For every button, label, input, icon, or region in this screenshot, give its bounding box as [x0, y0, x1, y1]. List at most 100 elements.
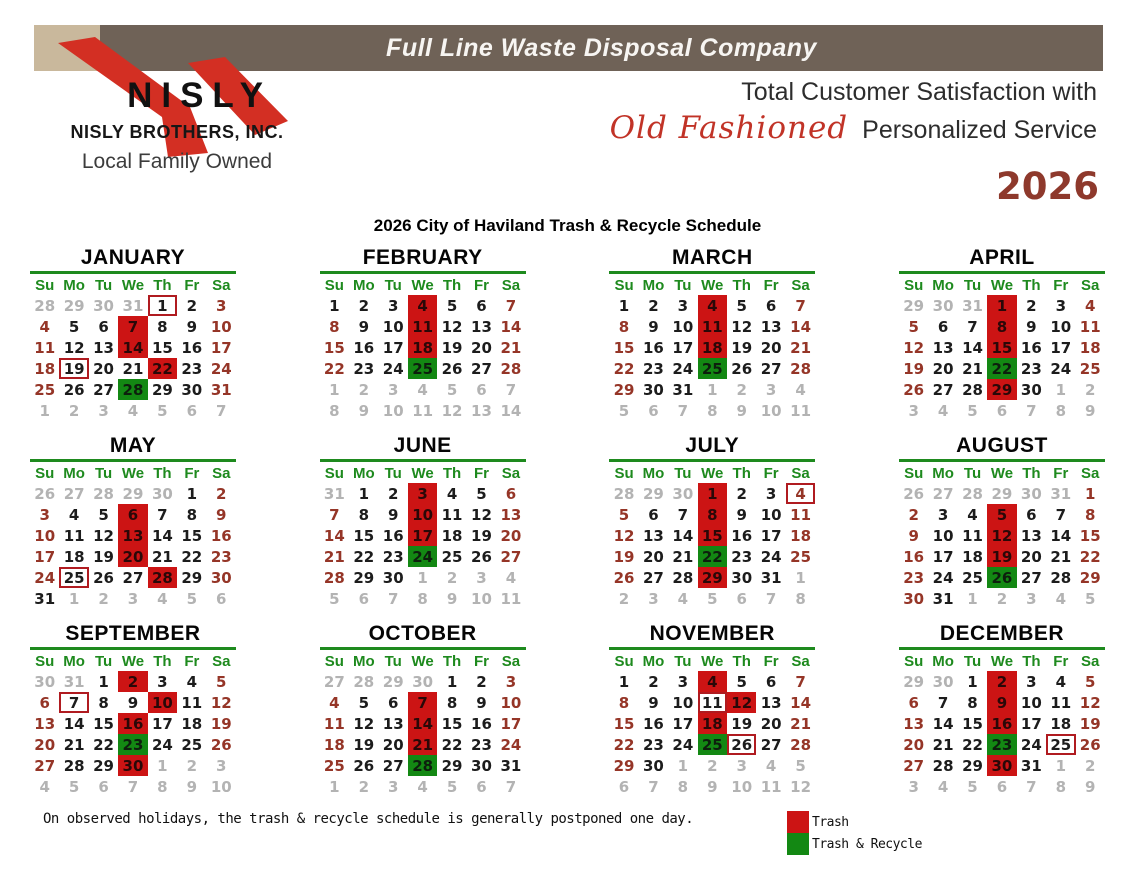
weekday-header: Sa	[212, 652, 231, 670]
day-cell: 11	[412, 401, 434, 420]
week-row: 11 12 13 14 15 16 17	[320, 713, 526, 734]
day-cell: 18	[1079, 338, 1101, 357]
week-row: 6 7 8 9 10 11 12	[609, 776, 815, 797]
day-cell: 17	[932, 547, 954, 566]
week-row: 24 25 26 27 28 29 30	[30, 567, 236, 588]
day-cell: 30	[1020, 380, 1042, 399]
day-cell: 21	[1050, 547, 1072, 566]
weekday-header: Fr	[184, 276, 200, 294]
week-row: 8 9 10 11 12 13 14	[609, 316, 815, 337]
logo-tagline: Local Family Owned	[81, 150, 273, 173]
day-cell: 19	[93, 547, 114, 566]
day-cell: 8	[186, 505, 198, 524]
month-calendar: Su Mo Tu We Th Fr Sa 26 27 28 29 30 1 2 3 4 5 6 7 8 9 10 11 12 1…	[30, 463, 236, 609]
day-cell: 7	[329, 505, 340, 524]
day-cell: 8	[157, 317, 168, 336]
weekday-header: Su	[35, 652, 55, 670]
weekday-header: Mo	[63, 464, 85, 482]
week-row: 26 27 28 29 30 1 2	[30, 483, 236, 504]
day-cell: 27	[471, 359, 492, 378]
week-row: 5 6 7 8 9 10 11	[899, 316, 1105, 337]
day-cell: 1	[68, 589, 80, 608]
day-cell: 27	[760, 735, 782, 754]
day-cell: 6	[908, 693, 919, 712]
day-cell: 7	[677, 401, 689, 420]
month-title: NOVEMBER	[609, 622, 816, 650]
week-row: 29 30 1 2 3 4 5	[609, 755, 815, 776]
day-cell: 19	[731, 338, 753, 357]
day-cell: 1	[1055, 380, 1066, 399]
day-cell: 4	[39, 317, 50, 336]
day-cell: 4	[407, 295, 438, 316]
day-cell: 1	[98, 672, 109, 691]
day-cell: 28	[407, 755, 438, 776]
weekday-header: Th	[732, 464, 751, 482]
month-calendar: Su Mo Tu We Th Fr Sa 27 28 29 30 1 2 3 4 5 6 7 8 9 10 11 12 13 1…	[320, 651, 526, 797]
day-cell: 5	[446, 380, 458, 399]
day-cell: 2	[446, 568, 458, 587]
day-cell: 16	[210, 526, 232, 545]
day-cell: 21	[500, 338, 522, 357]
day-cell: 7	[127, 777, 139, 796]
day-cell: 21	[790, 338, 812, 357]
day-cell: 13	[118, 525, 148, 546]
day-cell: 23	[987, 734, 1017, 755]
day-cell: 5	[736, 296, 747, 315]
day-cell: 23	[382, 547, 404, 566]
day-cell: 18	[697, 337, 727, 358]
day-cell: 15	[323, 338, 345, 357]
day-cell: 21	[672, 547, 694, 566]
day-cell: 19	[210, 714, 232, 733]
day-cell: 5	[987, 504, 1017, 525]
day-cell: 3	[1026, 589, 1037, 608]
day-cell: 3	[908, 777, 919, 796]
day-cell: 18	[697, 713, 727, 734]
day-cell: 30	[672, 484, 694, 503]
day-cell: 4	[329, 693, 340, 712]
day-cell: 1	[329, 777, 340, 796]
day-cell: 21	[932, 735, 954, 754]
day-cell: 9	[908, 526, 919, 545]
weekday-header: Fr	[473, 652, 489, 670]
day-cell: 24	[382, 359, 404, 378]
day-cell: 29	[151, 380, 173, 399]
day-cell: 3	[937, 505, 949, 524]
day-cell: 30	[471, 756, 492, 775]
day-cell: 17	[151, 714, 173, 733]
day-cell: 15	[613, 714, 635, 733]
month-calendar: Su Mo Tu We Th Fr Sa 28 29 30 1 2 3 4 5 6 7 8 9 10 11 12 13 14 1…	[609, 463, 815, 609]
day-cell: 16	[382, 526, 404, 545]
weekday-header: Mo	[932, 652, 954, 670]
day-cell: 17	[1020, 714, 1042, 733]
day-cell: 15	[441, 714, 463, 733]
day-cell: 9	[707, 777, 718, 796]
day-cell: 4	[697, 295, 727, 316]
day-cell: 17	[672, 338, 694, 357]
day-cell: 11	[407, 316, 438, 337]
weekday-header: Th	[442, 464, 462, 482]
day-cell: 1	[677, 756, 689, 775]
day-cell: 2	[358, 777, 369, 796]
day-cell: 13	[34, 714, 56, 733]
logo-name: NISLY	[127, 76, 272, 115]
day-cell: 31	[672, 380, 694, 399]
day-cell: 9	[648, 317, 659, 336]
week-row: 30 31 1 2 3 4 5	[30, 671, 236, 692]
weekday-header: Su	[324, 464, 344, 482]
day-cell: 23	[643, 735, 664, 754]
day-cell: 26	[731, 359, 753, 378]
day-cell: 10	[672, 693, 694, 712]
month-title: JULY	[609, 434, 816, 462]
weekday-header: Sa	[791, 464, 810, 482]
day-cell: 6	[937, 317, 949, 336]
day-cell: 16	[903, 547, 925, 566]
day-cell: 12	[63, 338, 85, 357]
day-cell: 12	[987, 525, 1017, 546]
day-cell: 27	[932, 484, 954, 503]
banner-bar	[100, 25, 1103, 71]
day-cell: 6	[476, 777, 487, 796]
week-row: 21 22 23 24 25 26 27	[320, 546, 526, 567]
weekday-header: Su	[35, 464, 55, 482]
